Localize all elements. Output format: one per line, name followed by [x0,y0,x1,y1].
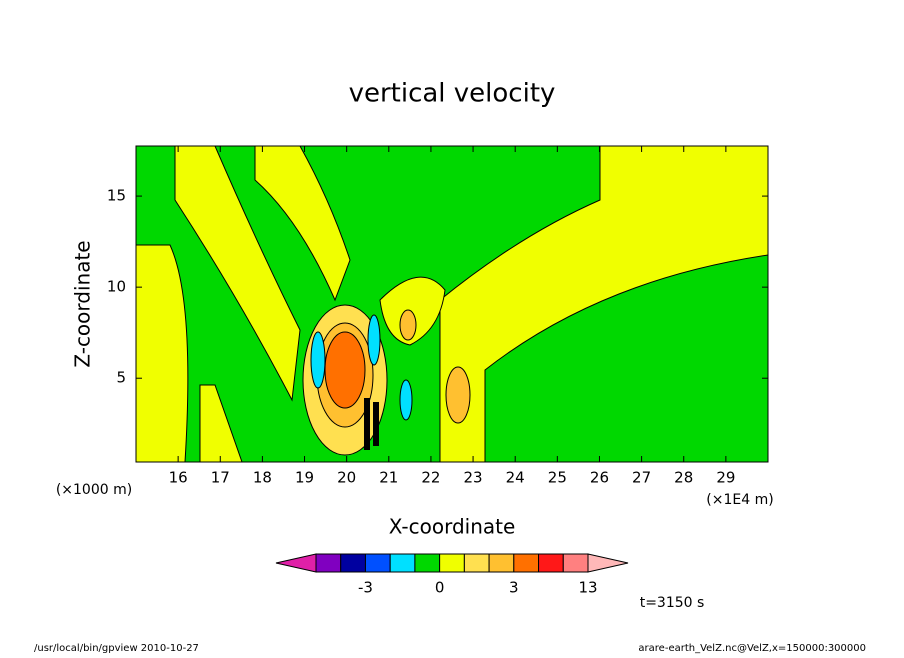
y-tick-label: 5 [116,369,126,387]
x-unit-label: (×1E4 m) [706,492,773,508]
colorbar-box [315,553,342,573]
x-tick-label: 21 [379,469,398,487]
x-tick-label: 16 [169,469,188,487]
colorbar-box [562,553,589,573]
colorbar-box [389,553,416,573]
footer: /usr/local/bin/gpview 2010-10-27 [34,643,199,654]
contour-field [136,146,768,462]
contour-region [324,331,366,409]
colorbar-label: -3 [358,579,373,597]
chart-title: vertical velocity [349,79,556,109]
x-unit-label: (×1000 m) [56,482,132,498]
contour-region [379,276,446,346]
contour-region [399,309,417,341]
colorbar-extend [587,553,629,573]
colorbar-box [439,553,465,573]
colorbar-label: 0 [435,579,445,597]
x-tick-label: 24 [506,469,525,487]
contour-region [445,366,471,424]
y-tick-label: 15 [107,187,126,205]
colorbar-box [513,553,540,573]
x-axis-label: X-coordinate [389,515,516,539]
y-axis-label: Z-coordinate [71,240,95,367]
x-tick-label: 29 [716,469,735,487]
x-tick-label: 23 [464,469,483,487]
x-tick-label: 28 [674,469,693,487]
contour-region [367,314,381,366]
x-tick-label: 26 [590,469,609,487]
colorbar-extend [275,553,317,573]
x-tick-label: 17 [211,469,230,487]
x-tick-label: 19 [295,469,314,487]
x-tick-label: 18 [253,469,272,487]
colorbar-box [414,553,441,573]
x-tick-label: 22 [421,469,440,487]
x-tick-label: 25 [548,469,567,487]
colorbar-box [364,553,391,573]
x-tick-label: 20 [337,469,356,487]
x-tick-label: 27 [632,469,651,487]
contour-region [174,146,301,402]
footer: arare-earth_VelZ.nc@VelZ,x=150000:300000 [638,643,866,654]
plot-frame [135,145,769,463]
contour-region [399,379,413,421]
colorbar-label: 13 [578,579,597,597]
colorbar-box [488,553,515,573]
colorbar-box [340,553,366,573]
contour-region [364,398,370,450]
contour-region [136,244,189,462]
contour-region [373,402,379,446]
contour-region [254,146,351,302]
colorbar-box [463,553,490,573]
contour-region [199,384,243,462]
colorbar-box [538,553,564,573]
annotation: t=3150 s [640,595,705,611]
contour-region [310,331,326,389]
colorbar-label: 3 [509,579,519,597]
y-tick-label: 10 [107,278,126,296]
